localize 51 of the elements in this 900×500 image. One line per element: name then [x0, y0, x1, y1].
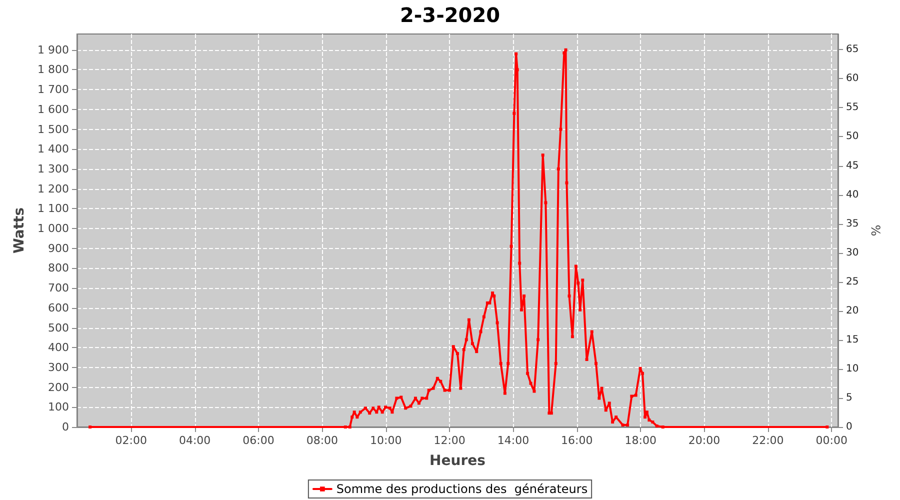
- y2-tick-label: 30: [846, 247, 859, 258]
- y-tick-label: 200: [48, 380, 69, 394]
- y-tick-label: 1 100: [38, 202, 69, 216]
- y2-tick-label: 65: [846, 44, 859, 56]
- y-tick-label: 1 200: [38, 182, 69, 196]
- y-tick-label: 700: [48, 282, 69, 295]
- y2-tick-label: 40: [846, 189, 859, 200]
- y2-tick-label: 35: [846, 218, 859, 230]
- x-tick-label: 18:00: [624, 434, 656, 447]
- y2-tick-label: 20: [846, 305, 859, 316]
- y-tick-label: 300: [48, 360, 69, 374]
- y-tick-label: 600: [48, 301, 69, 314]
- x-tick-label: 04:00: [178, 434, 211, 447]
- x-tick-label: 16:00: [561, 434, 593, 447]
- y2-axis-title: %: [868, 224, 883, 236]
- y-tick-label: 100: [48, 400, 69, 414]
- y-axis-title: Watts: [12, 207, 28, 254]
- x-tick-label: 00:00: [816, 434, 848, 447]
- y2-tick-label: 15: [846, 334, 859, 346]
- x-tick-label: 12:00: [434, 434, 466, 447]
- y-tick-label: 1 800: [38, 63, 69, 76]
- y2-tick-label: 0: [846, 422, 852, 432]
- y-tick-label: 1 400: [38, 142, 69, 156]
- y-tick-label: 500: [48, 321, 69, 334]
- y2-tick-label: 60: [846, 73, 859, 84]
- x-tick-label: 06:00: [242, 434, 274, 447]
- y2-tick-label: 45: [846, 160, 859, 172]
- y-tick-label: 0: [62, 420, 69, 434]
- y2-tick-label: 50: [846, 131, 859, 142]
- x-tick-label: 14:00: [497, 434, 530, 447]
- y-tick-label: 900: [48, 242, 69, 255]
- y2-tick-label: 10: [846, 363, 859, 374]
- y-tick-label: 1 600: [38, 102, 69, 116]
- x-tick-label: 22:00: [752, 434, 784, 447]
- chart-title: 2-3-2020: [400, 3, 500, 27]
- x-axis-title: Heures: [430, 453, 486, 469]
- y-tick-label: 400: [48, 341, 69, 354]
- y2-tick-label: 55: [846, 102, 859, 114]
- x-tick-label: 02:00: [115, 434, 147, 447]
- y2-tick-label: 5: [846, 392, 852, 404]
- legend-label: Somme des productions des générateurs: [336, 482, 588, 496]
- x-tick-label: 20:00: [688, 434, 720, 447]
- x-tick-label: 08:00: [306, 434, 338, 447]
- x-tick-label: 10:00: [370, 434, 402, 447]
- y-tick-label: 1 500: [38, 122, 69, 136]
- y2-tick-label: 25: [846, 276, 859, 288]
- y-tick-label: 1 300: [38, 162, 69, 176]
- y-tick-label: 1 700: [38, 83, 69, 96]
- y-tick-label: 1 900: [38, 43, 69, 56]
- y-tick-label: 1 000: [38, 222, 69, 236]
- y-tick-label: 800: [48, 262, 69, 275]
